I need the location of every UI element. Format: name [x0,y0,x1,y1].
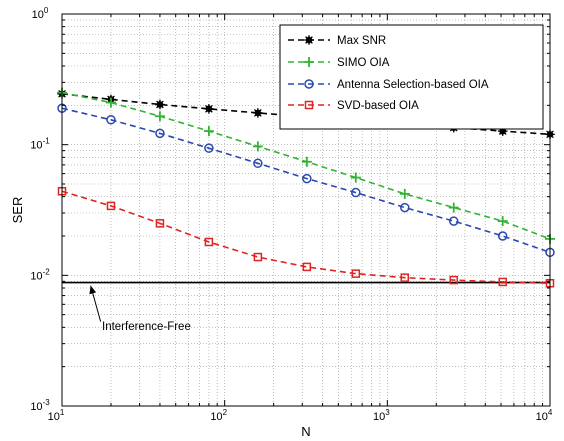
marker-asterisk [204,104,214,114]
marker-circle [497,231,508,241]
marker-square [498,277,507,287]
legend-label: SIMO OIA [337,57,390,69]
x-tick-label: 101 [48,408,65,423]
marker-plus [497,216,508,227]
y-axis-title: SER [10,197,25,224]
legend-entry-1: Max SNR [288,35,386,47]
legend-label: Max SNR [337,35,386,47]
y-tick-label: 10-1 [30,137,50,152]
marker-plus [304,57,314,67]
marker-asterisk-stroke [156,100,164,109]
marker-circle [304,79,314,89]
marker-circle [155,128,165,139]
marker-plus [301,156,312,167]
series-3 [57,103,555,258]
marker-circle [400,202,410,213]
marker-circle [106,115,116,125]
marker-square [400,273,410,282]
marker-plus [399,188,410,199]
x-axis-title: N [301,424,310,439]
marker-square [204,237,214,247]
marker-asterisk-stroke [305,36,313,44]
legend: Max SNR SIMO OIA Antenna Selection-based O… [279,24,544,130]
marker-square [253,252,263,262]
legend-entry-3: Antenna Selection-based OIA [288,79,489,91]
series-line [61,107,551,254]
marker-asterisk [304,35,314,45]
x-tick-label: 102 [210,408,227,423]
annotation: Interference-Free [89,285,191,333]
legend-entry-2: SIMO OIA [288,57,390,69]
marker-asterisk [155,99,165,110]
marker-square [155,219,165,228]
legend-box [279,24,544,130]
marker-plus [105,97,116,108]
marker-plus [448,202,459,213]
marker-asterisk-stroke [254,109,262,117]
legend-label: SVD-based OIA [337,100,419,112]
marker-plus [252,141,263,152]
marker-square [302,262,312,272]
marker-circle [351,187,361,198]
marker-square [351,269,361,278]
plot-frame [61,13,551,407]
marker-circle [204,143,214,153]
y-tick-label: 100 [32,6,49,21]
x-tick-label: 104 [536,408,553,423]
series-4 [57,187,555,288]
marker-plus [203,126,214,137]
legend-label: Antenna Selection-based OIA [337,79,489,91]
legend-entry-4: SVD-based OIA [288,100,419,112]
x-tick-label: 103 [373,408,390,423]
marker-square [106,201,116,211]
marker-plus [154,111,165,122]
y-tick-label: 10-3 [30,398,50,413]
interference-free-annotation: Interference-Free [102,321,191,333]
series-line [61,190,551,285]
marker-circle [448,216,459,226]
marker-circle [302,173,312,184]
marker-asterisk-stroke [205,104,213,113]
axis-ticks: 101 102 103 104 10-3 10-2 10-1 100 [30,6,553,423]
y-tick-label: 10-2 [30,267,50,282]
annotation-arrow-head [89,285,97,295]
marker-square [449,275,458,285]
marker-plus [350,172,361,183]
marker-square [304,100,314,110]
marker-asterisk [253,108,263,118]
marker-circle [253,158,263,169]
